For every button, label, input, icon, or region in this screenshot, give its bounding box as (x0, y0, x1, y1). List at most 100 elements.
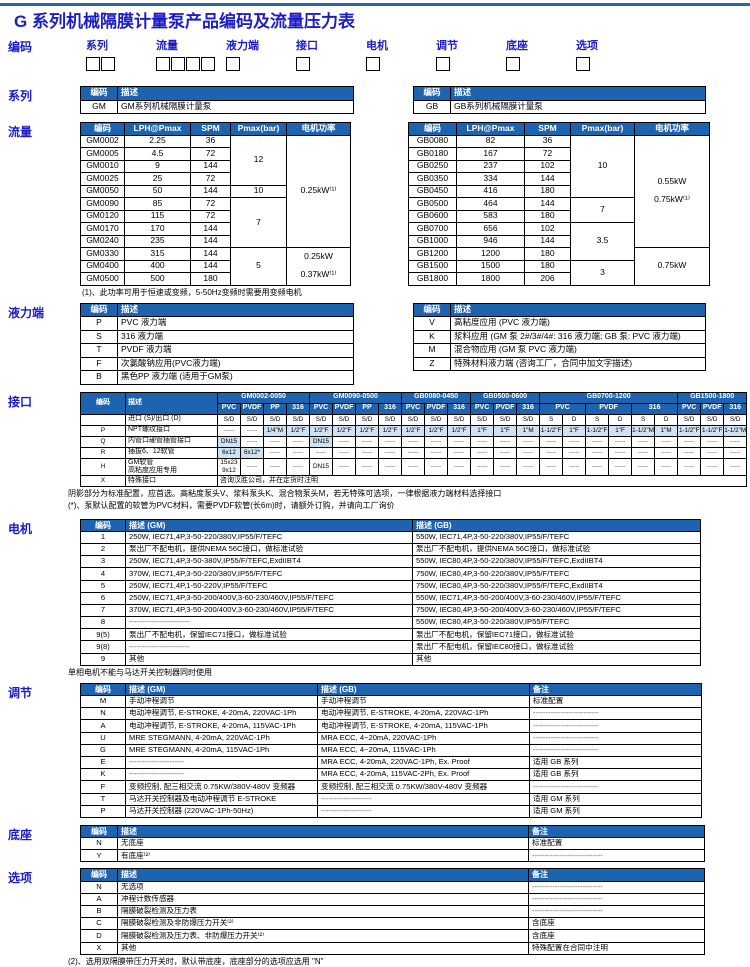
table-cell: S/D (217, 413, 241, 426)
table-cell: ----- (378, 435, 403, 448)
table-cell: 72 (524, 147, 571, 161)
table-cell: D (654, 413, 679, 426)
column-header: 描述 (450, 86, 706, 101)
table-cell: 315 (124, 247, 191, 261)
code-box (576, 57, 590, 71)
table-cell: ---------------------------- (528, 849, 705, 863)
table-cell: S (585, 413, 610, 426)
table-cell: MRA ECC, 4-20mA, 220VAC-1Ph, Ex. Proof (317, 755, 530, 770)
table-cell: 0.25kW 0.37kW⁽¹⁾ (286, 247, 351, 286)
column-header: PVDF (424, 402, 449, 415)
code-item-label: 调节 (436, 40, 458, 52)
table-cell: U (80, 731, 126, 745)
table-cell: 72 (190, 197, 231, 211)
code-item-label: 接口 (296, 40, 318, 52)
table-cell: ----- (447, 435, 472, 448)
table-cell: T (80, 792, 126, 806)
table-cell: 180 (524, 209, 571, 223)
table-cell: GB1000 (408, 234, 457, 248)
table-cell: -------------------- (317, 804, 530, 818)
column-header: 316 (631, 402, 679, 415)
column-header: PVC (217, 402, 241, 415)
table-cell: 1-1/2"F (677, 424, 702, 437)
code-item-label: 底座 (506, 40, 528, 52)
liquid-end-gm-table: 编码 描述 P PVC 液力端 S 316 液力端 T PVDF 液力端 F 次氯酸钠应用(PVC… (80, 302, 354, 385)
table-cell: 4 (80, 567, 126, 581)
table-cell: R (80, 446, 126, 459)
table-cell: 144 (190, 222, 231, 236)
table-cell: S/D (240, 413, 264, 426)
table-cell: 1/2"F (355, 424, 380, 437)
table-cell: ---------------------------- (528, 905, 705, 919)
table-cell: 泵出厂不配电机，提供NEMA 56C接口，做标准试验 (412, 542, 701, 557)
table-cell: 特殊配置在合同中注明 (528, 941, 705, 955)
table-cell: 其他 (125, 652, 413, 666)
table-cell: ----- (608, 457, 633, 476)
table-cell: 1/2"F (424, 424, 449, 437)
section-label-liquid-end: 液力端 (8, 305, 45, 320)
table-cell: F (80, 356, 118, 371)
table-cell: 高粘度应用 (PVC 液力端) (450, 316, 706, 331)
table-cell: GB0500 (408, 197, 457, 211)
column-header: PP (263, 402, 287, 415)
table-cell: ----- (378, 457, 403, 476)
code-item-label: 流量 (156, 40, 178, 52)
section-adjust: 调节 编码 描述 (GM) 描述 (GB) 备注 M 手动冲程调节 手动冲程调节 标准配置 N 电… (8, 682, 746, 818)
table-cell: 3 (570, 259, 635, 286)
table-cell: S (539, 413, 564, 426)
table-cell: GB0180 (408, 147, 457, 161)
table-cell: 5 (230, 247, 287, 286)
table-cell: 250W, IEC71,4P,1-50-220V,IP55/F/TEFC (125, 579, 413, 593)
column-header: 316 (723, 402, 748, 415)
table-cell: 10 (230, 184, 287, 198)
table-cell: 9 (80, 652, 126, 666)
table-cell: 无选项 (117, 880, 529, 894)
code-box (156, 57, 170, 71)
column-header: 描述 (GB) (412, 518, 701, 532)
table-cell: N (80, 707, 126, 721)
table-cell: MRA ECC, 4~20mA, 220VAC-1Ph (317, 731, 530, 745)
table-cell: 144 (190, 234, 231, 248)
column-header: LPH@Pmax (124, 122, 191, 136)
table-cell: D (608, 413, 633, 426)
table-cell: ----- (654, 435, 679, 448)
table-cell: 1200 (456, 247, 525, 261)
column-header: PVC (401, 402, 426, 415)
table-cell: 隔膜破裂检测及压力表 (117, 905, 529, 919)
table-cell: 泵出厂不配电机，保留IEC71接口，做标准试验 (125, 628, 413, 642)
column-header: PVDF (332, 402, 357, 415)
table-cell: 464 (456, 197, 525, 211)
table-cell: ----- (378, 446, 403, 459)
column-header: PVDF (585, 402, 633, 415)
table-cell: GB系列机械隔膜计量泵 (450, 99, 706, 114)
table-cell: 9 (124, 159, 191, 173)
table-cell: ----- (285, 457, 311, 476)
column-header: 编码 (80, 824, 118, 839)
table-cell: 235 (124, 234, 191, 248)
section-label-code: 编码 (8, 40, 33, 54)
table-cell: S/D (424, 413, 449, 426)
table-cell: ----- (355, 446, 380, 459)
table-cell: S/D (401, 413, 426, 426)
table-cell: GM0500 (80, 272, 125, 286)
table-cell: 9(8) (80, 640, 126, 654)
table-cell: ----- (585, 457, 610, 476)
table-cell: ----- (240, 424, 264, 437)
table-cell: -------------------------- (529, 707, 702, 721)
table-cell: S/D (700, 413, 725, 426)
column-header: SPM (190, 122, 231, 136)
column-header: GB1500-1800 (677, 391, 748, 404)
column-header: 描述 (117, 302, 354, 317)
code-item: 流量 (150, 37, 220, 71)
section-label-motor: 电机 (8, 521, 33, 536)
table-cell: -------------------------- (529, 719, 702, 733)
table-cell: ----- (700, 446, 725, 459)
table-cell: ----- (263, 435, 287, 448)
table-cell: 特殊接口 (125, 474, 218, 487)
table-cell: NPT螺纹接口 (125, 424, 218, 437)
section-series: 系列 编码 描述 GM GM系列机械隔膜计量泵 编码 描述 GB GB系列机械隔膜计量泵 (8, 86, 746, 114)
table-cell: S (80, 329, 118, 344)
table-cell: 7 (570, 197, 635, 223)
table-cell: S/D (309, 413, 334, 426)
table-cell: G (80, 743, 126, 757)
